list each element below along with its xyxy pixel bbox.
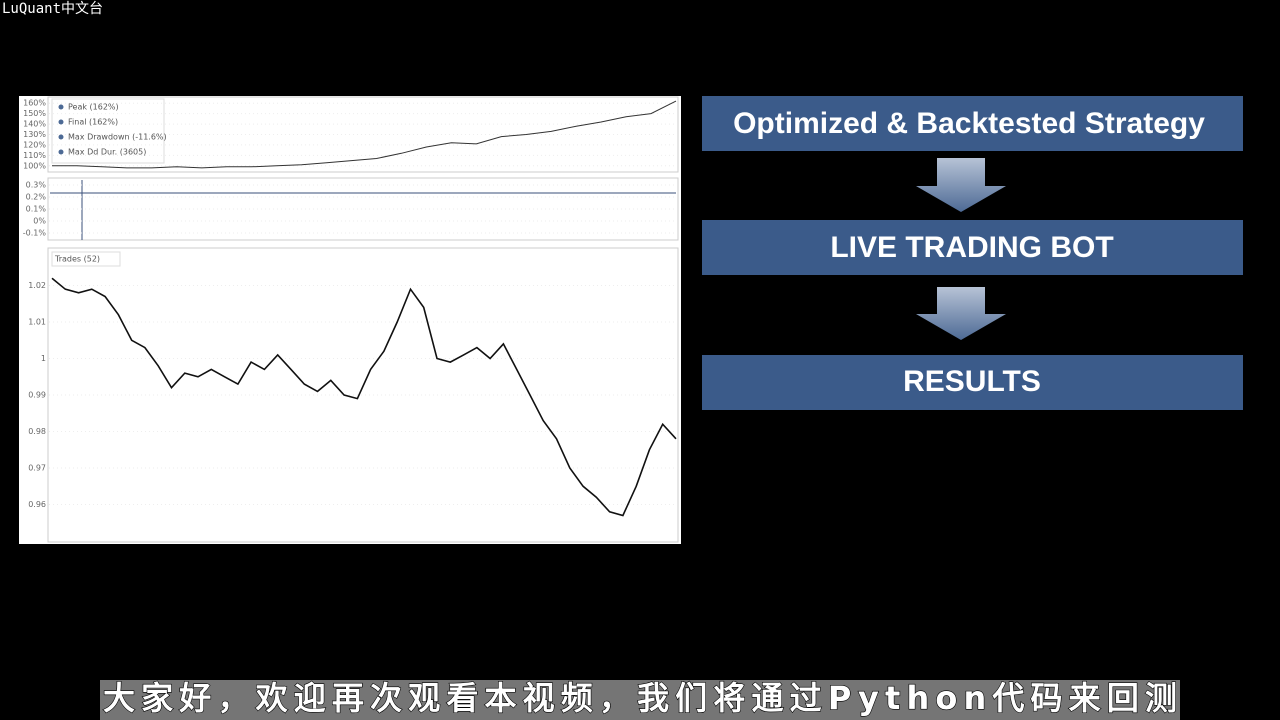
flow-node (702, 355, 1243, 410)
flow-node (702, 96, 1243, 151)
watermark: LuQuant中文台 (2, 1, 103, 17)
equity-panel (47, 96, 679, 173)
y-tick-label: 1 (41, 354, 46, 363)
y-tick-label: 110% (23, 151, 46, 160)
y-tick-label: 0% (33, 217, 46, 226)
y-tick-label: 130% (23, 130, 46, 139)
equity-legend-entry: Max Dd Dur. (3605) (68, 148, 146, 157)
y-tick-label: 0.96 (28, 500, 46, 509)
legend-swatch (58, 134, 64, 140)
y-tick-label: 140% (23, 120, 46, 129)
flow-arrow (916, 287, 1006, 340)
subtitle: 大家好，欢迎再次观看本视频，我们将通过Python代码来回测 (103, 679, 1177, 717)
flow-node-label: Optimized & Backtested Strategy (733, 107, 1205, 140)
subtitle-bg (100, 680, 1180, 720)
flow: Optimized & Backtested Strategy LIVE TRA… (702, 96, 1243, 410)
y-tick-label: 120% (23, 140, 46, 149)
equity-legend-entry: Max Drawdown (-11.6%) (68, 133, 167, 142)
legend-swatch (58, 119, 64, 125)
flow-node (702, 220, 1243, 275)
y-tick-label: 0.3% (26, 181, 47, 190)
y-tick-label: 100% (23, 161, 46, 170)
y-tick-label: 160% (23, 99, 46, 108)
y-tick-label: 0.2% (26, 193, 47, 202)
flow-node-label: RESULTS (903, 365, 1041, 398)
price-panel (47, 247, 679, 543)
y-tick-label: 1.01 (28, 318, 46, 327)
y-tick-label: 0.1% (26, 205, 47, 214)
flow-node-label: LIVE TRADING BOT (830, 231, 1113, 264)
equity-legend-box (51, 98, 165, 164)
y-tick-label: 0.99 (28, 391, 46, 400)
trades-panel (47, 177, 679, 241)
legend-swatch (58, 149, 64, 155)
price-legend-box (51, 251, 121, 267)
price-legend: Trades (52) (54, 255, 100, 264)
y-tick-label: 150% (23, 109, 46, 118)
y-tick-label: 1.02 (28, 281, 46, 290)
y-tick-label: -0.1% (23, 229, 47, 238)
equity-legend-entry: Final (162%) (68, 118, 118, 127)
y-tick-label: 0.98 (28, 427, 46, 436)
backtest-image: Trades (52) 100%110% 120%130%140% 150%160%… (19, 96, 681, 544)
price-line (51, 277, 677, 517)
equity-line (52, 100, 677, 169)
legend-swatch (58, 104, 64, 110)
y-tick-label: 0.97 (28, 464, 46, 473)
equity-legend-entry: Peak (162%) (68, 103, 119, 112)
flow-arrow (916, 158, 1006, 212)
